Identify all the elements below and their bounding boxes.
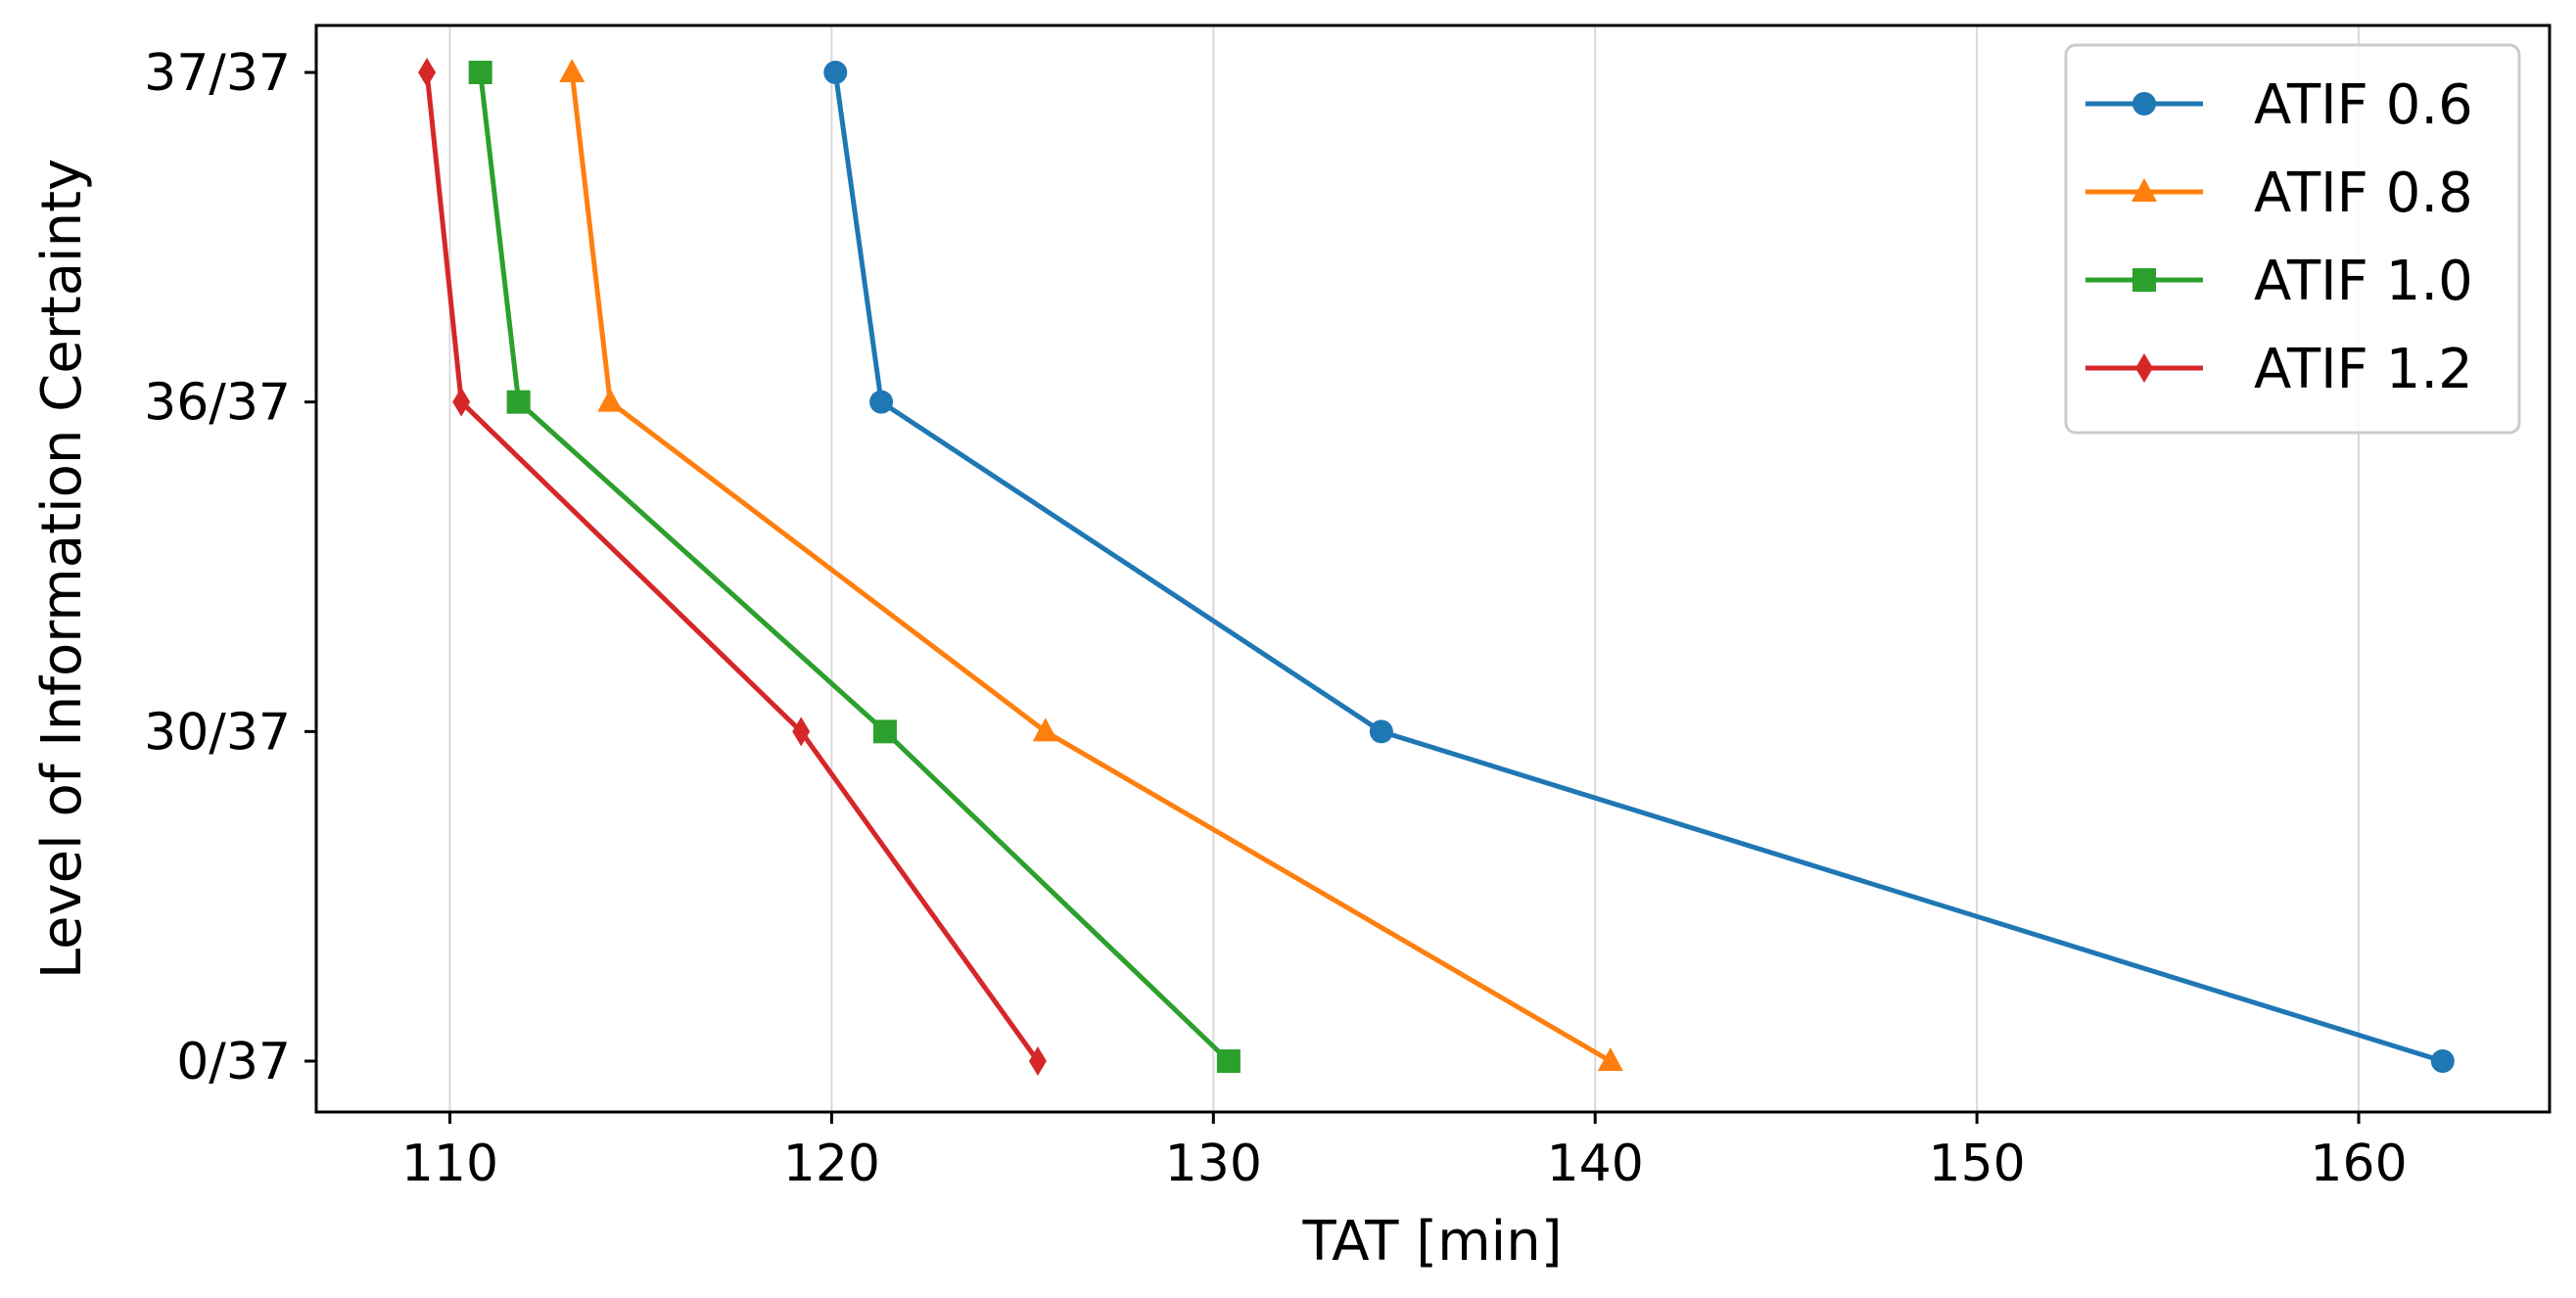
series-atif-1-0 [468,61,1241,1073]
data-point-atif-0-6-37-37 [823,61,848,84]
legend-label-atif-0-8: ATIF 0.8 [2254,162,2473,225]
y-tick-label-37-37: 37/37 [144,44,291,103]
x-tick-label-120: 120 [783,1135,880,1193]
series-line-atif-1-0 [478,71,1231,1063]
x-tick-label-150: 150 [1928,1135,2025,1193]
y-tick-label-36-37: 36/37 [144,374,291,433]
series-line-atif-0-6 [832,71,2444,1064]
series-atif-0-6 [823,61,2455,1073]
legend-item-atif-0-6: ATIF 0.6 [2085,73,2473,137]
data-point-atif-0-6-0-37 [2430,1049,2455,1073]
legend-item-atif-1-0: ATIF 1.0 [2085,250,2473,313]
series-atif-0-8 [559,59,1623,1071]
series-layer [418,58,2455,1076]
legend: ATIF 0.6 ATIF 0.8 ATIF 1.0 ATIF 1.2 [2064,43,2521,435]
data-point-atif-1-2-0-37 [1028,1046,1047,1076]
plot-frame [314,23,2552,1114]
series-line-atif-0-8 [569,71,1613,1064]
legend-marker-atif-0-8 [2131,178,2157,202]
data-point-atif-0-6-30-37 [1369,719,1393,744]
data-point-atif-1-2-36-37 [452,387,471,417]
legend-label-atif-1-0: ATIF 1.0 [2254,250,2473,313]
legend-label-atif-0-6: ATIF 0.6 [2254,73,2473,137]
y-tick-label-30-37: 30/37 [144,703,291,762]
legend-item-atif-1-2: ATIF 1.2 [2085,338,2473,401]
x-tick-label-110: 110 [401,1135,498,1193]
data-point-atif-0-6-36-37 [869,390,894,414]
legend-marker-atif-1-2 [2135,353,2153,383]
data-point-atif-1-0-36-37 [506,390,531,414]
y-axis-label: Level of Information Certainty [30,159,94,979]
legend-frame [2064,43,2521,435]
legend-label-atif-1-2: ATIF 1.2 [2254,338,2473,401]
data-point-atif-0-8-37-37 [559,59,585,82]
x-axis: 110 120 130 140 150 160 [401,1112,2408,1193]
data-point-atif-1-0-37-37 [468,61,492,84]
legend-marker-atif-0-6 [2132,92,2156,116]
x-tick-label-140: 140 [1547,1135,1644,1193]
series-atif-1-2 [418,58,1047,1076]
x-tick-label-130: 130 [1165,1135,1262,1193]
data-point-atif-0-8-30-37 [1032,718,1058,742]
data-point-atif-0-8-0-37 [1597,1047,1623,1071]
data-point-atif-1-0-0-37 [1216,1049,1241,1073]
series-line-atif-1-2 [424,71,1040,1063]
y-tick-label-0-37: 0/37 [176,1033,291,1091]
data-point-atif-1-2-30-37 [792,717,811,747]
x-tick-label-160: 160 [2310,1135,2407,1193]
legend-item-atif-0-8: ATIF 0.8 [2085,162,2473,225]
y-axis: 0/37 30/37 36/37 37/37 [144,44,316,1091]
data-point-atif-1-0-30-37 [872,719,897,744]
legend-marker-atif-1-0 [2132,268,2156,292]
data-point-atif-1-2-37-37 [418,58,437,87]
x-axis-label: TAT [min] [1301,1210,1562,1274]
data-point-atif-0-8-36-37 [597,388,624,412]
